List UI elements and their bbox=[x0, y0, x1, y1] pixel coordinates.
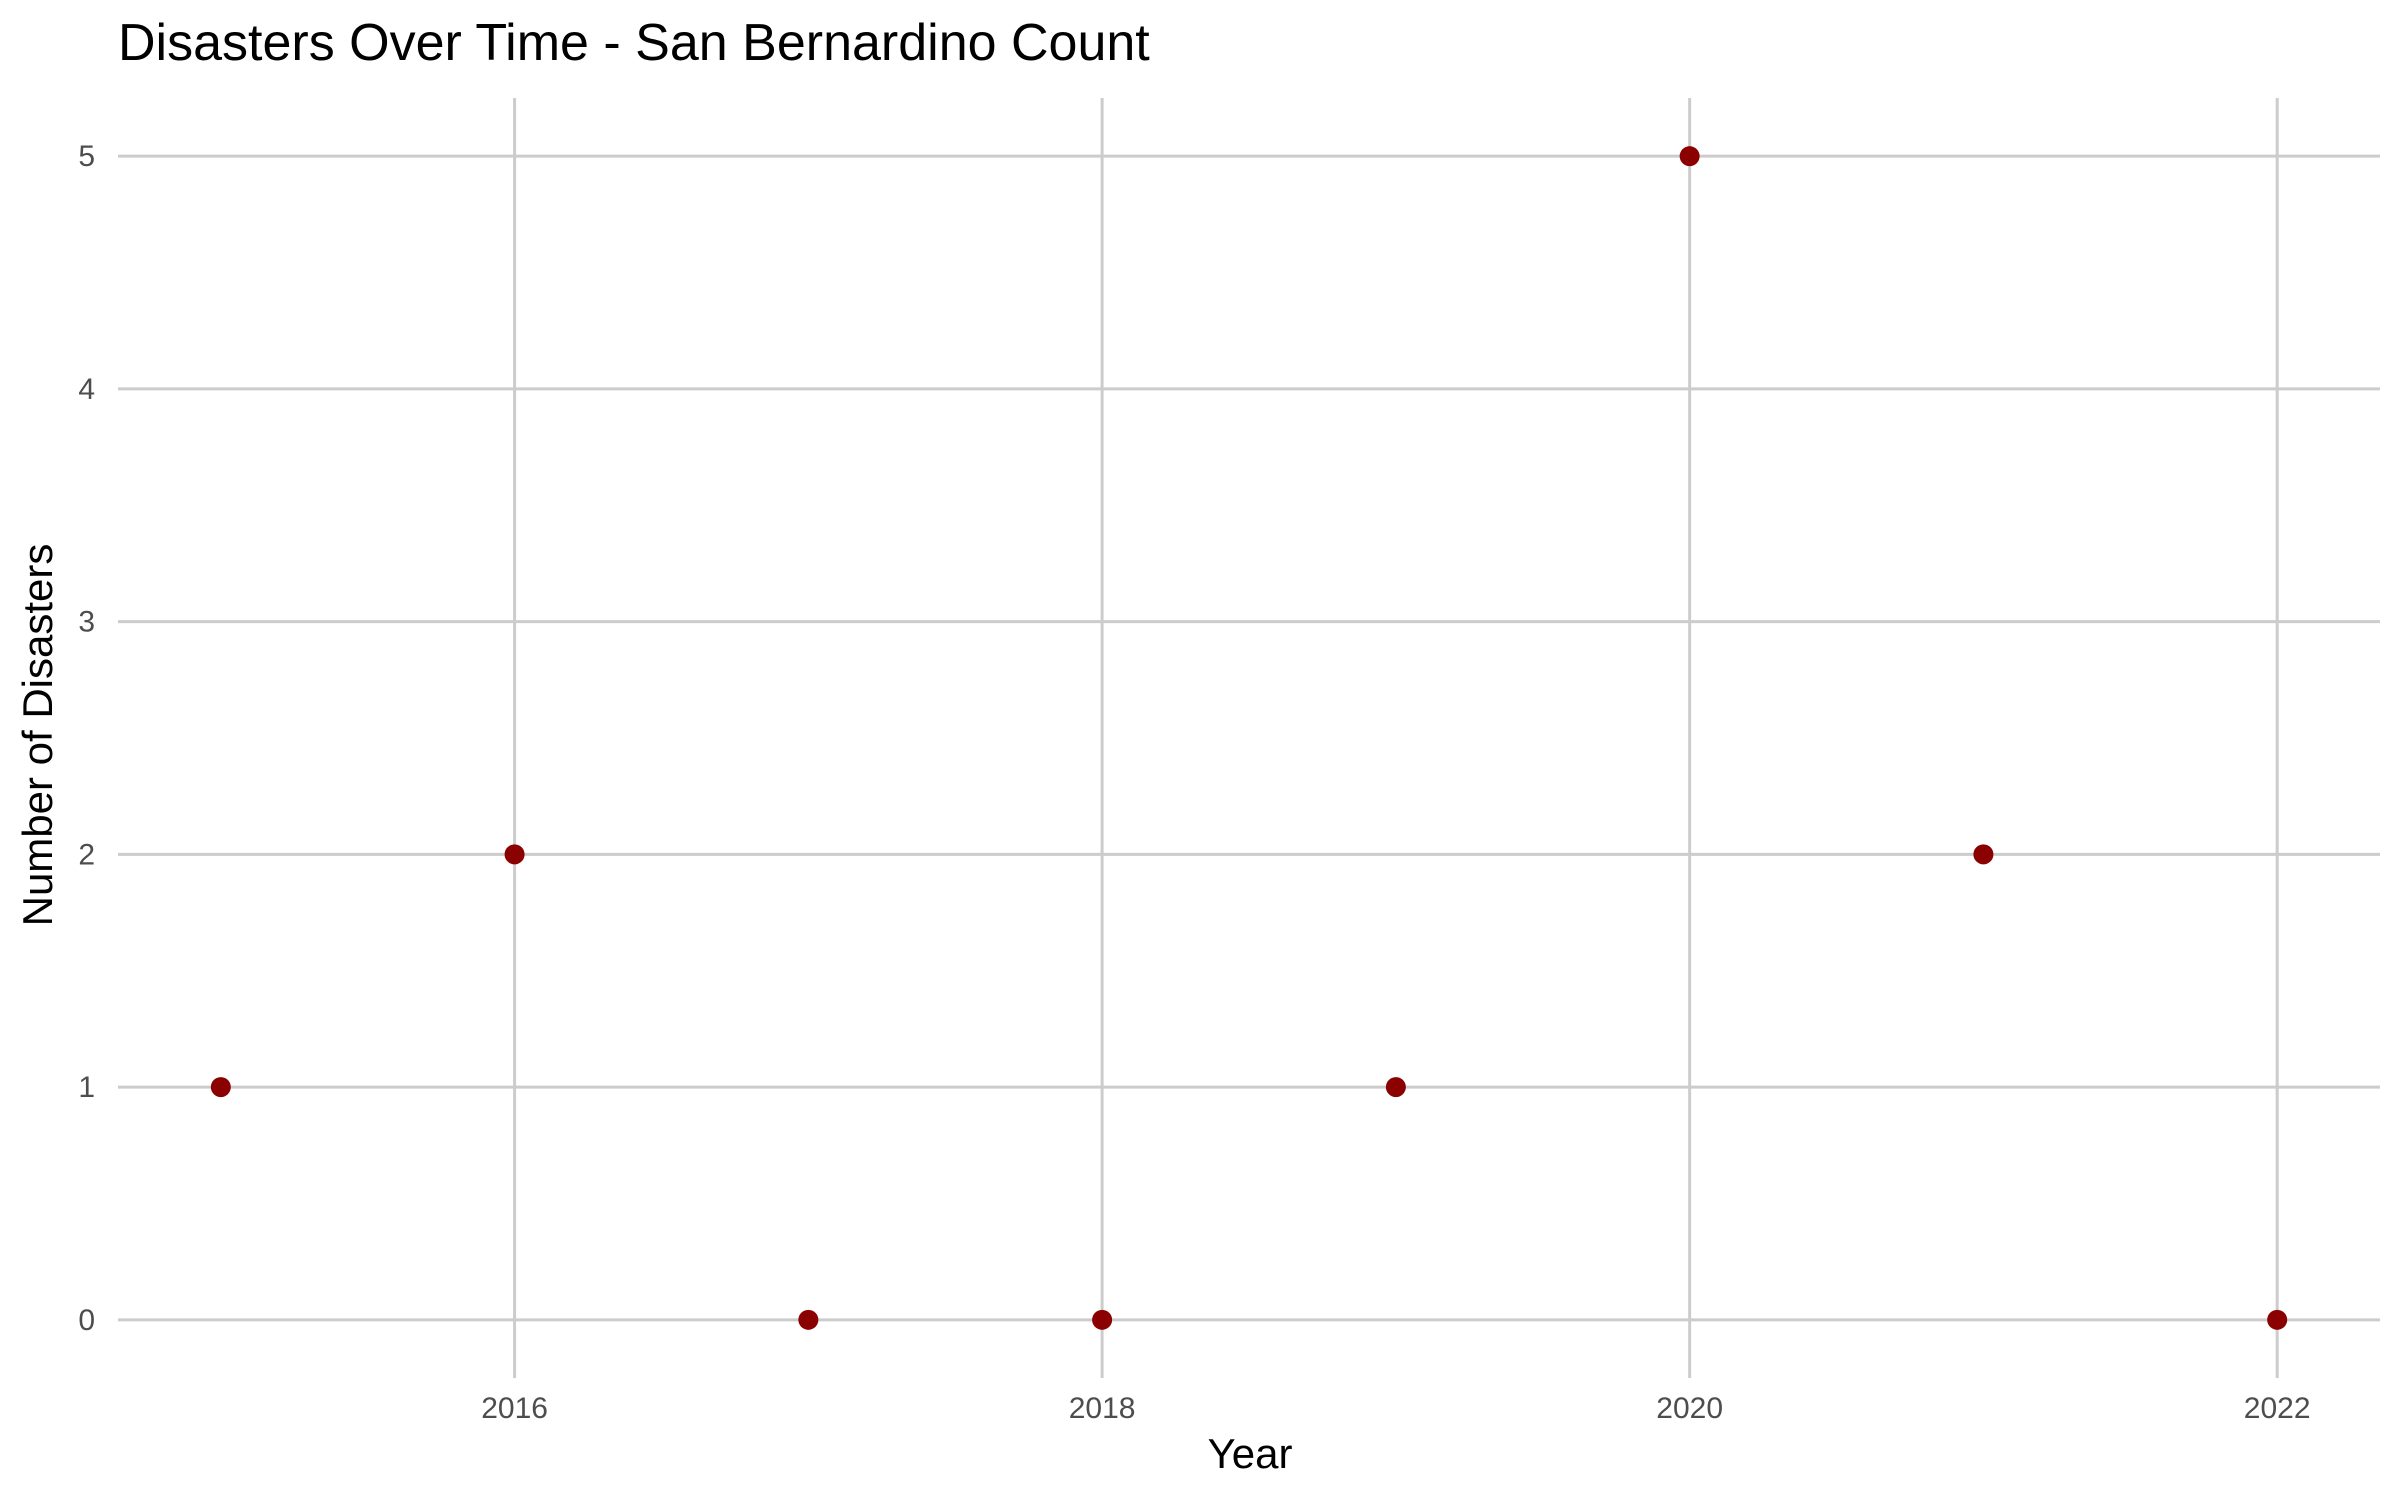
y-axis-tick-labels: 0 1 2 3 4 5 bbox=[78, 140, 95, 1337]
data-point bbox=[798, 1309, 819, 1330]
grid-lines bbox=[118, 98, 2380, 1378]
x-axis-tick-labels: 2016 2018 2020 2022 bbox=[481, 1392, 2310, 1425]
data-point bbox=[1385, 1077, 1406, 1098]
x-tick-label: 2022 bbox=[2244, 1392, 2311, 1425]
data-point bbox=[210, 1077, 231, 1098]
y-tick-label: 0 bbox=[78, 1304, 95, 1337]
x-axis-title: Year bbox=[1208, 1430, 1293, 1477]
x-tick-label: 2016 bbox=[481, 1392, 548, 1425]
x-tick-label: 2020 bbox=[1656, 1392, 1723, 1425]
data-points bbox=[210, 146, 2288, 1330]
y-tick-label: 4 bbox=[78, 373, 95, 406]
data-point bbox=[1679, 146, 1700, 167]
y-tick-label: 3 bbox=[78, 606, 95, 639]
y-tick-label: 2 bbox=[78, 838, 95, 871]
x-tick-label: 2018 bbox=[1069, 1392, 1136, 1425]
y-tick-label: 5 bbox=[78, 140, 95, 173]
data-point bbox=[504, 844, 525, 865]
data-point bbox=[2267, 1309, 2288, 1330]
y-tick-label: 1 bbox=[78, 1071, 95, 1104]
data-point bbox=[1973, 844, 1994, 865]
chart-title: Disasters Over Time - San Bernardino Cou… bbox=[118, 14, 1150, 72]
y-axis-title: Number of Disasters bbox=[14, 544, 61, 927]
data-point bbox=[1092, 1309, 1113, 1330]
